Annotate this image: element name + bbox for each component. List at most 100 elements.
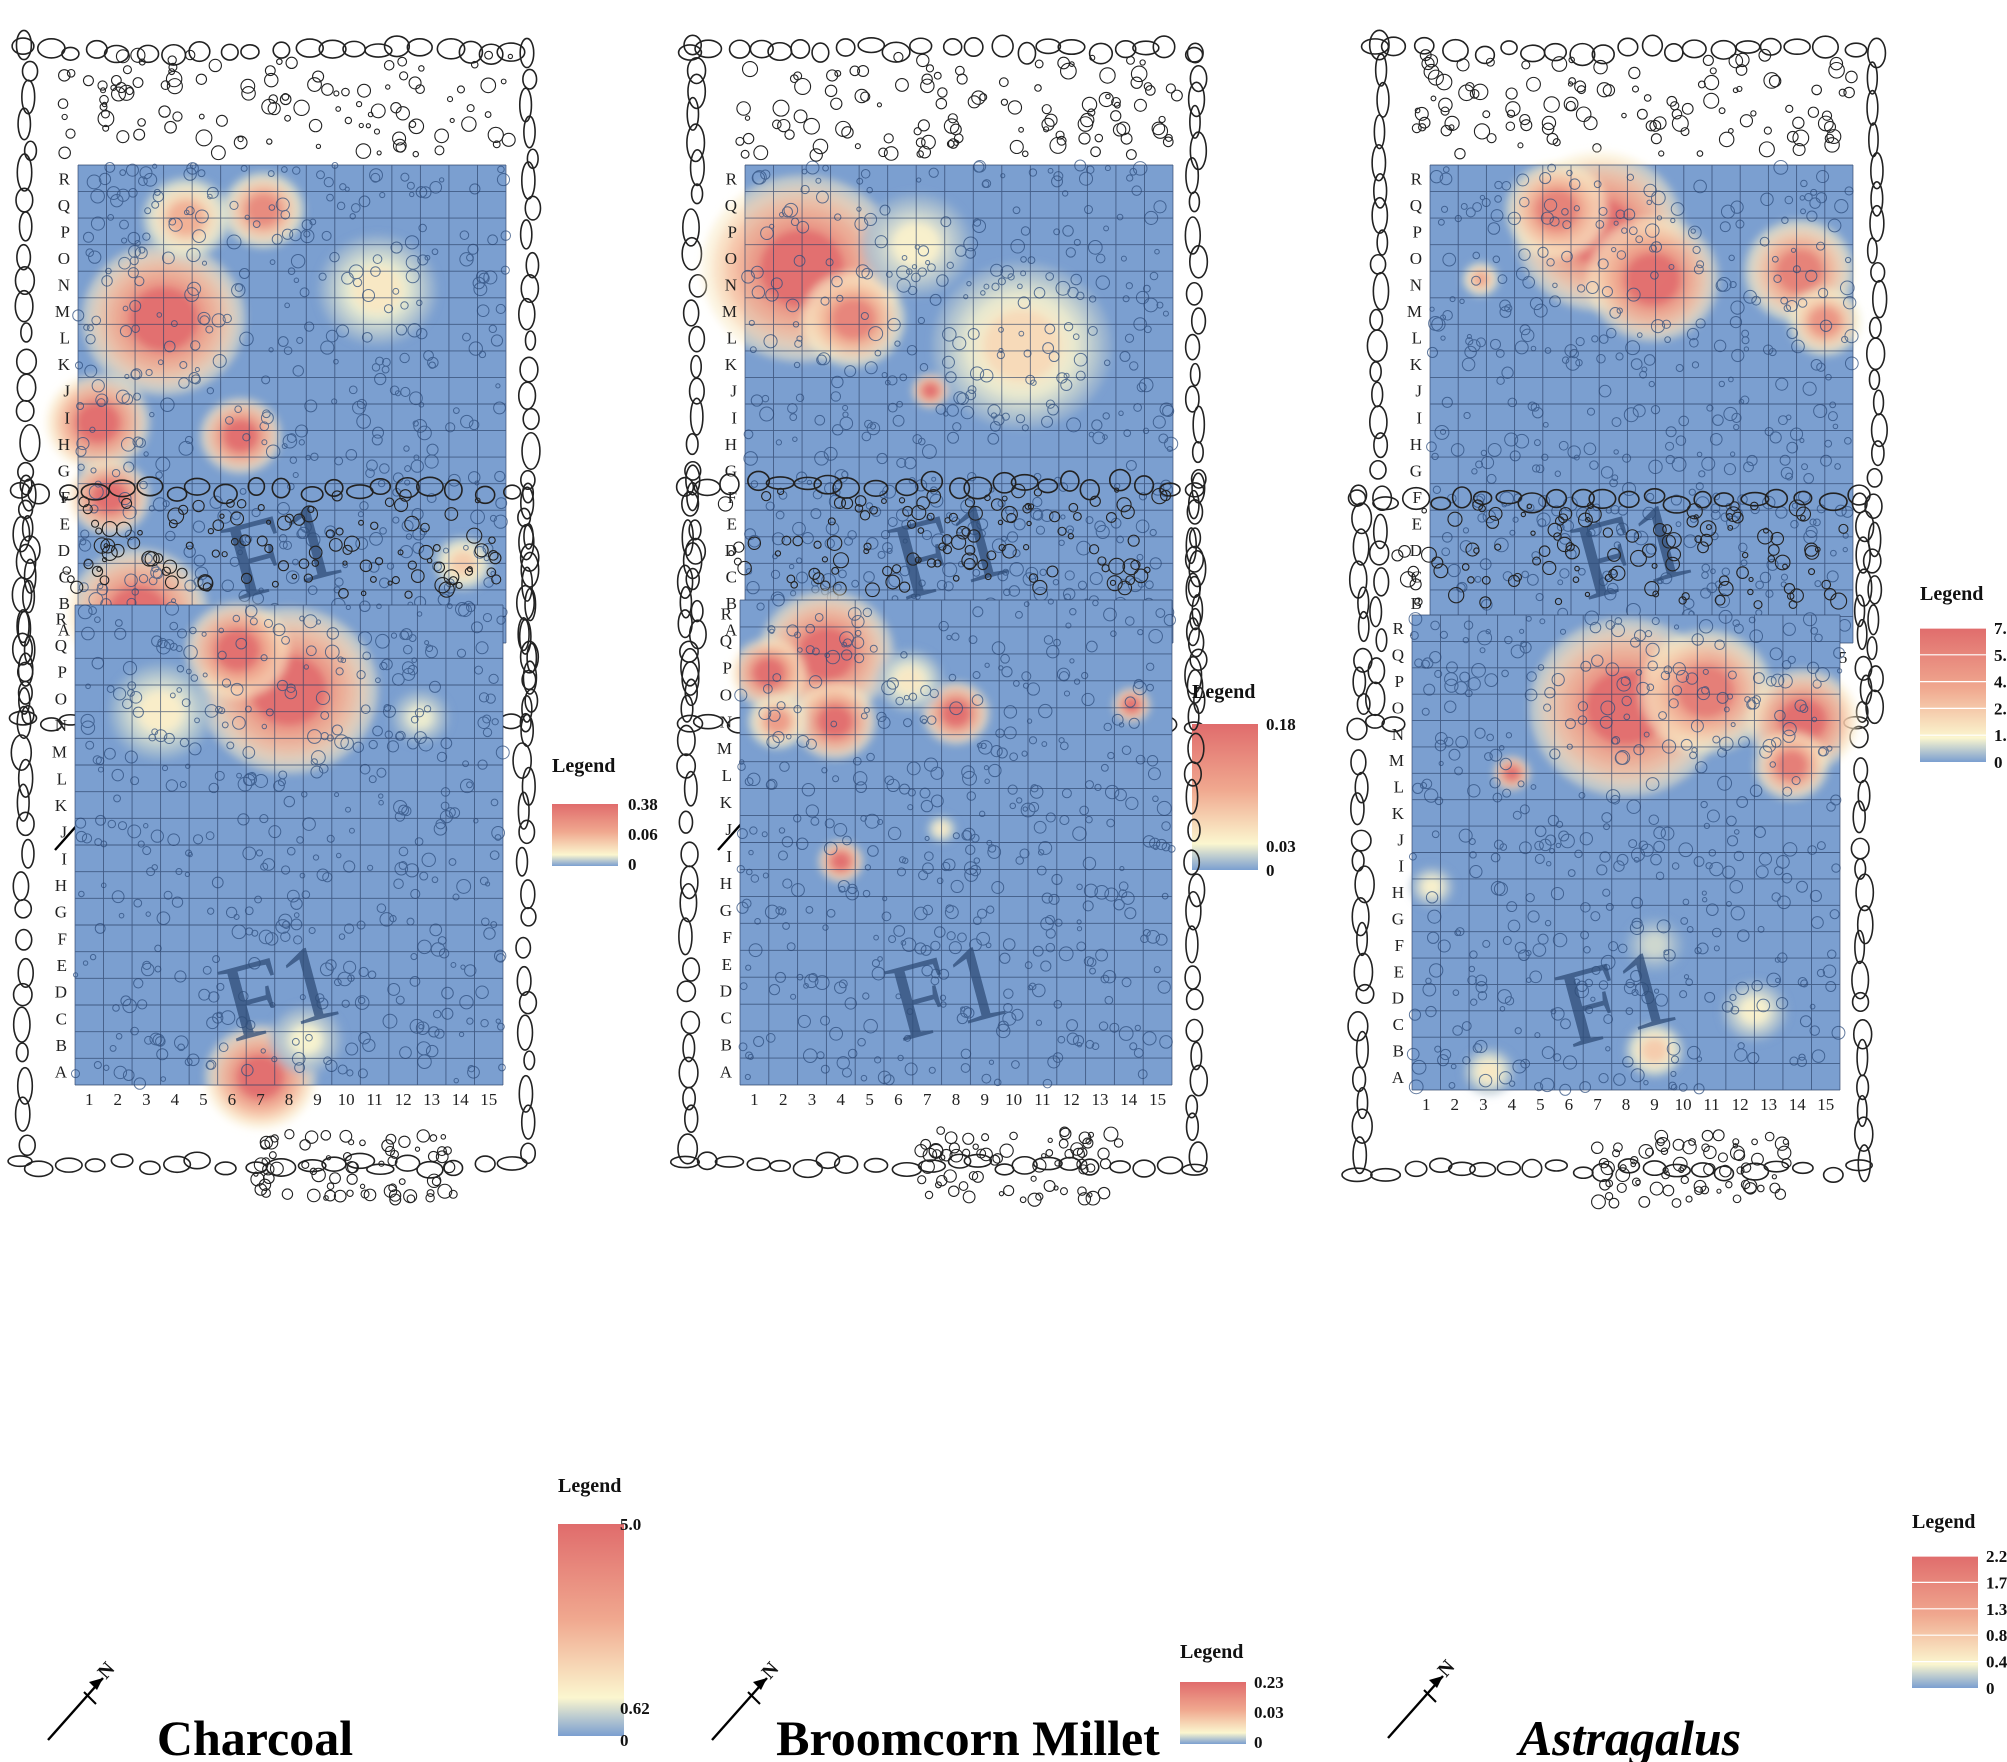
rubble-stone — [311, 559, 320, 567]
stone — [337, 656, 344, 663]
rubble-stone — [744, 115, 751, 121]
wall-stone — [1866, 467, 1883, 488]
stone — [1543, 703, 1552, 712]
stone — [400, 301, 409, 310]
row-label-H: H — [720, 874, 732, 893]
stone — [817, 352, 831, 366]
row-label-P: P — [1395, 672, 1404, 691]
rubble-stone — [1742, 1178, 1758, 1194]
stone — [1751, 980, 1763, 992]
stone — [142, 960, 152, 970]
row-label-K: K — [1392, 804, 1405, 823]
rubble-stone — [1465, 542, 1480, 557]
stone — [1113, 899, 1125, 911]
rubble-stone — [446, 96, 454, 103]
rubble-stone — [1018, 126, 1024, 133]
stone — [378, 799, 384, 806]
stone — [183, 545, 196, 558]
stone — [238, 991, 249, 1002]
wall-stone — [521, 566, 534, 602]
rubble-stone — [1619, 1164, 1627, 1172]
stone — [765, 779, 776, 790]
rubble-stone — [1103, 1126, 1119, 1142]
stone — [261, 375, 271, 385]
stone — [917, 316, 926, 325]
rubble-stone — [342, 544, 353, 556]
stone — [866, 752, 875, 762]
stone — [416, 299, 423, 307]
rubble-stone — [1771, 1174, 1777, 1180]
stone — [1023, 349, 1032, 358]
stone — [1474, 575, 1482, 583]
north-label: N — [93, 1657, 119, 1683]
stone — [972, 671, 981, 680]
wall-stone — [11, 576, 33, 613]
stone — [112, 687, 127, 701]
stone — [303, 230, 311, 238]
stone — [404, 863, 420, 878]
wall-stone — [815, 1151, 841, 1170]
stone — [881, 911, 892, 922]
wall-stone — [769, 1159, 792, 1173]
stone — [1094, 783, 1102, 792]
stone — [85, 683, 91, 690]
rubble-stone — [268, 1151, 277, 1160]
rubble-stone — [1685, 1195, 1693, 1203]
wall-stone — [1186, 498, 1204, 525]
stone — [399, 544, 413, 559]
stone — [996, 350, 1005, 360]
stone — [1567, 869, 1576, 877]
stone — [1600, 466, 1614, 479]
col-label-13: 13 — [423, 1090, 440, 1109]
stone — [1494, 180, 1503, 190]
wall-stone — [518, 990, 538, 1015]
rubble-stone — [418, 65, 425, 72]
rubble-stone — [395, 106, 411, 121]
rubble-stone — [883, 146, 899, 161]
stone — [1775, 997, 1789, 1010]
stone — [462, 332, 471, 342]
rubble-stone — [1507, 574, 1521, 588]
rubble-stone — [225, 498, 235, 508]
stone — [793, 254, 806, 267]
stone — [403, 644, 413, 655]
stone — [1065, 247, 1076, 258]
wall-stone — [685, 433, 699, 456]
rubble-stone — [360, 590, 367, 597]
wall-stone — [1108, 468, 1132, 492]
rubble-stone — [237, 135, 244, 143]
stone — [1054, 918, 1063, 927]
stone — [1038, 703, 1053, 719]
row-label-Q: Q — [720, 631, 732, 650]
stone — [1000, 265, 1015, 279]
stone — [118, 256, 131, 270]
rubble-stone — [1114, 487, 1120, 493]
rubble-stone — [1398, 545, 1411, 558]
stone — [198, 988, 211, 1001]
stone — [122, 998, 137, 1014]
rubble-stone — [426, 1173, 442, 1189]
stone — [466, 781, 473, 789]
stone — [341, 999, 350, 1008]
rubble-stone — [369, 576, 377, 583]
wall-stone — [680, 647, 700, 687]
row-label-J: J — [63, 382, 70, 401]
row-label-L: L — [722, 766, 732, 785]
rubble-stone — [1694, 535, 1703, 544]
stone — [221, 579, 235, 593]
rubble-stone — [1824, 137, 1840, 153]
stone — [851, 614, 865, 629]
stone — [950, 879, 964, 893]
stone — [111, 768, 124, 782]
stone — [820, 1064, 830, 1074]
stone — [212, 955, 221, 964]
stone — [294, 1062, 306, 1074]
stone — [1783, 304, 1792, 312]
stone — [495, 953, 506, 963]
stone — [345, 449, 358, 461]
rubble-stone — [920, 1159, 935, 1174]
stone — [1060, 514, 1066, 520]
col-label-13: 13 — [1092, 1090, 1109, 1109]
stone — [1131, 185, 1142, 196]
stone — [778, 490, 788, 500]
